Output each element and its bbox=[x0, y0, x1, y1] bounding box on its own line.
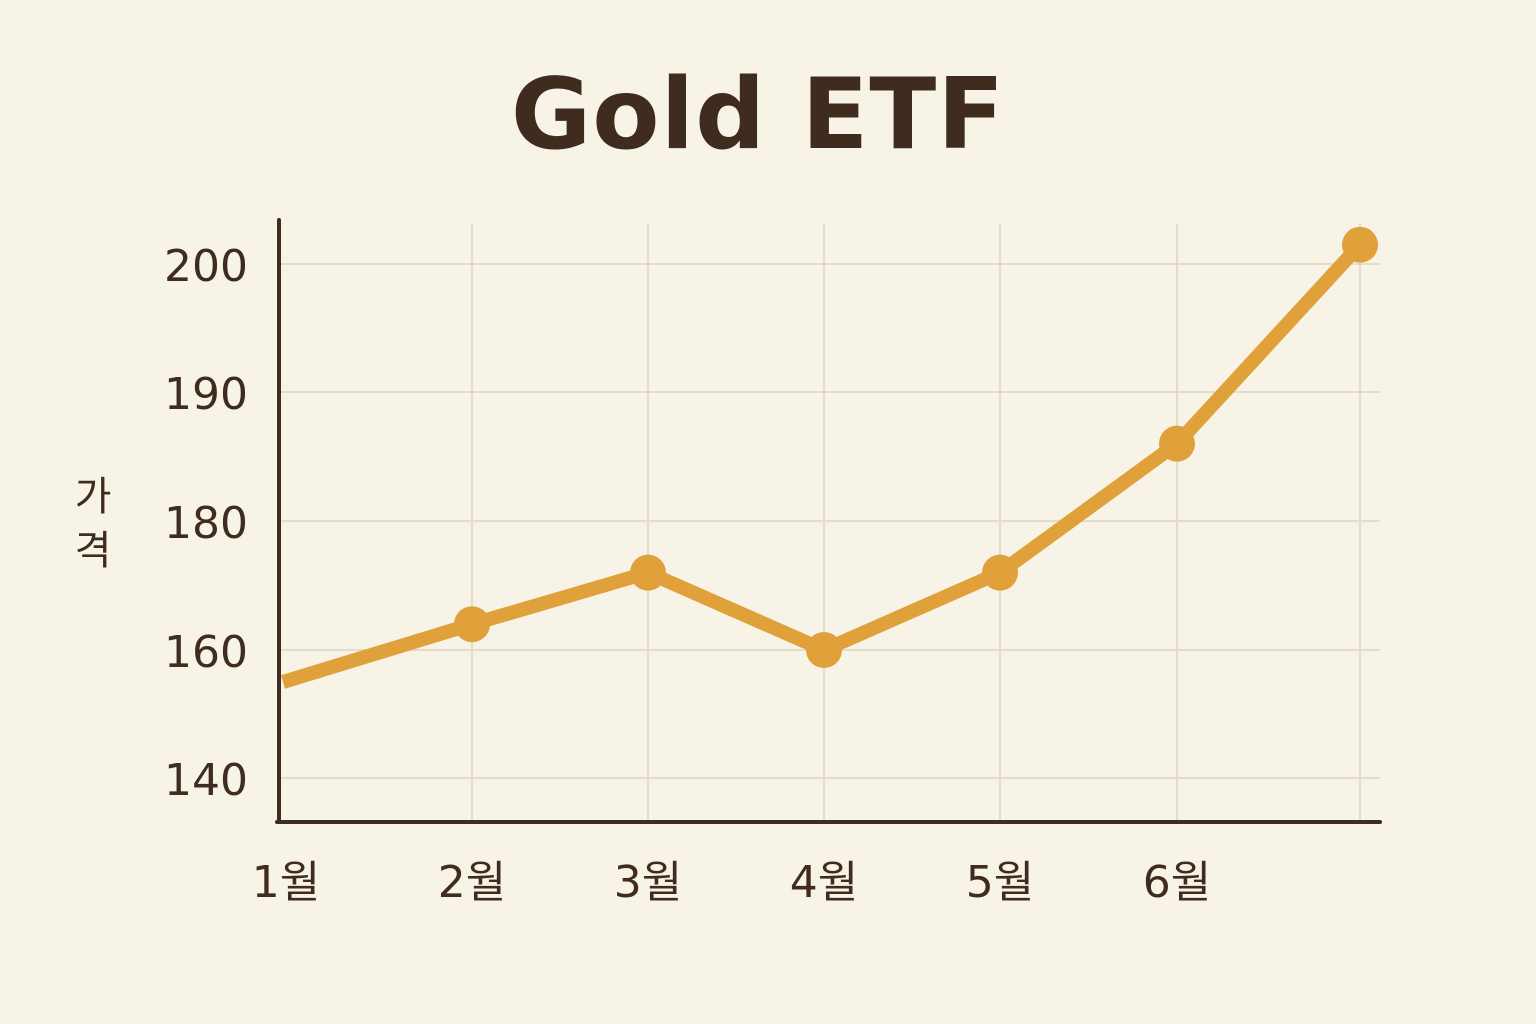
x-tick-label: 1월 bbox=[252, 857, 320, 908]
y-tick-label: 190 bbox=[164, 369, 248, 420]
x-tick-label: 3월 bbox=[614, 857, 682, 908]
x-tick-label: 4월 bbox=[790, 857, 858, 908]
gridlines bbox=[281, 224, 1380, 820]
y-tick-label: 140 bbox=[164, 755, 248, 806]
y-axis-label: 가격 bbox=[74, 474, 112, 574]
series bbox=[280, 226, 1378, 689]
data-point bbox=[630, 554, 666, 591]
y-tick-label: 160 bbox=[164, 627, 248, 678]
y-tick-label: 200 bbox=[164, 241, 248, 292]
data-point bbox=[1159, 425, 1195, 462]
x-tick-label: 6월 bbox=[1143, 857, 1211, 908]
data-point bbox=[982, 554, 1018, 591]
data-point bbox=[1342, 226, 1378, 263]
data-point bbox=[454, 606, 490, 643]
chart-title: Gold ETF bbox=[510, 58, 1006, 172]
x-tick-label: 5월 bbox=[966, 857, 1034, 908]
data-point bbox=[806, 632, 842, 668]
axes bbox=[275, 218, 1382, 824]
x-tick-label: 2월 bbox=[438, 857, 506, 908]
y-tick-label: 180 bbox=[164, 498, 248, 549]
series-line bbox=[280, 240, 1366, 689]
